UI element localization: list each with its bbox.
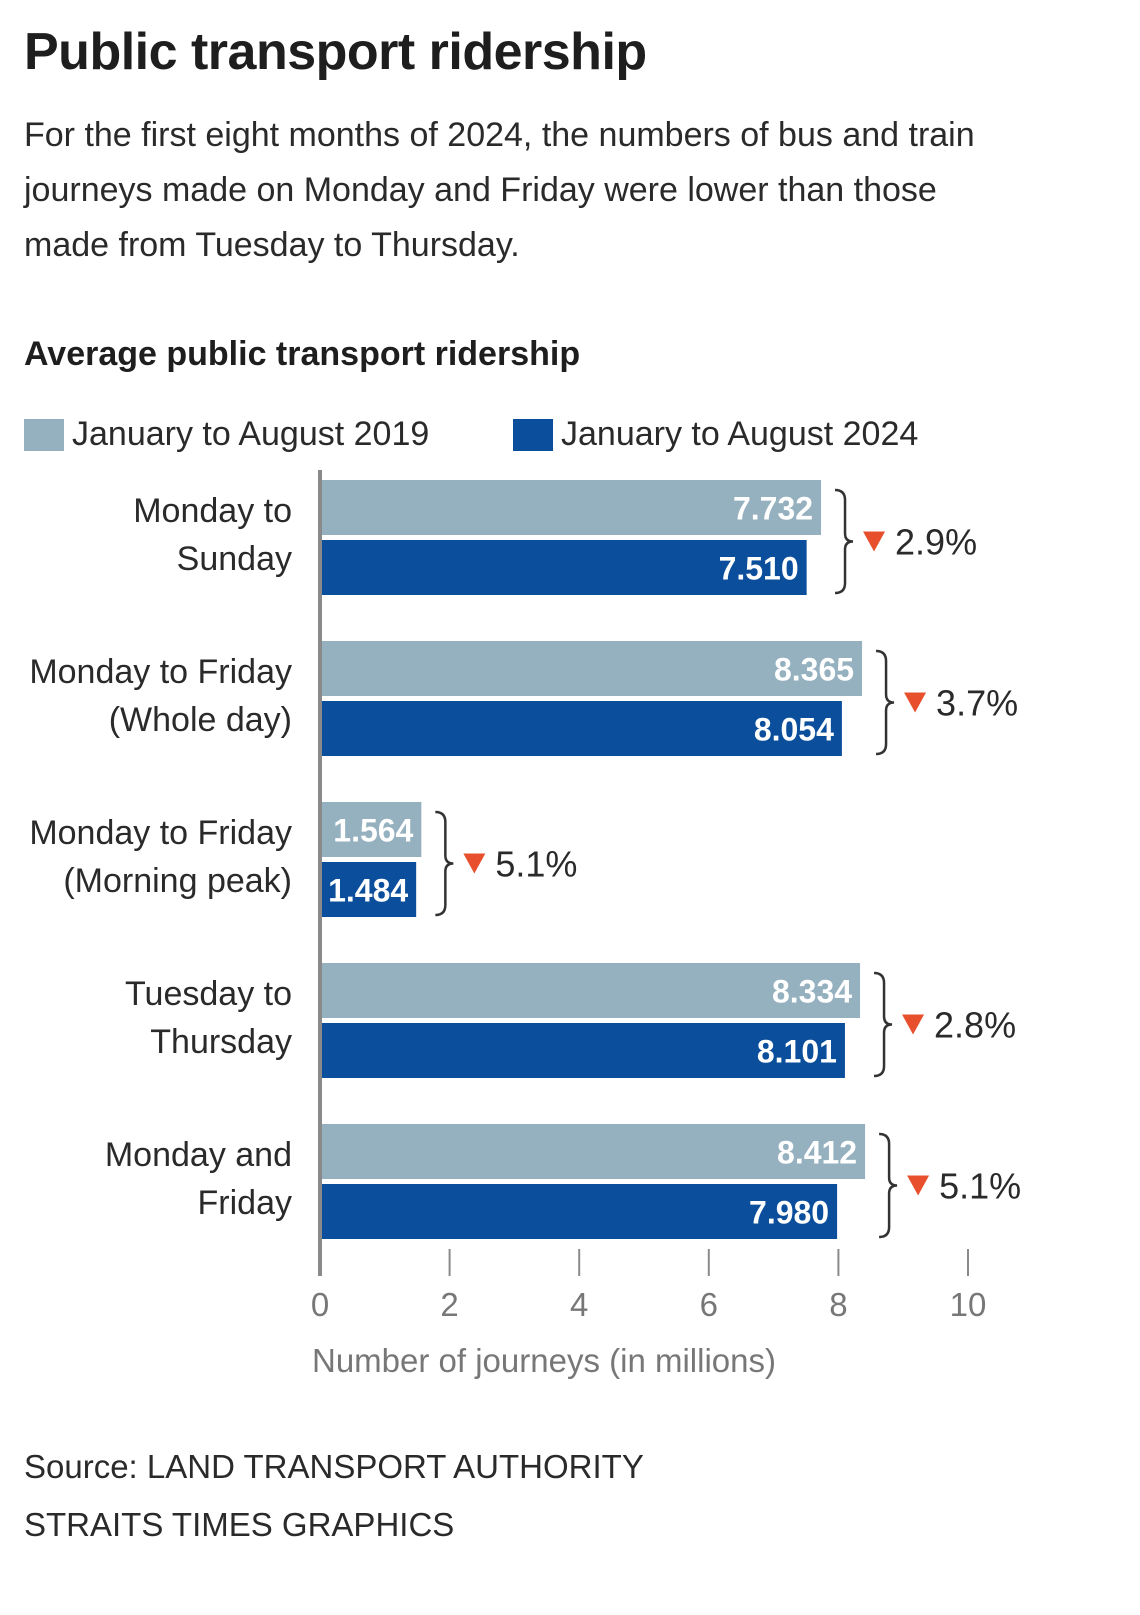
bar-2024 <box>320 862 417 917</box>
bar-2024 <box>320 540 807 595</box>
percent-change-label: 3.7% <box>936 683 1018 724</box>
subtitle: For the first eight months of 2024, the … <box>24 116 975 264</box>
category-label: Thursday <box>150 1023 292 1061</box>
category-label: Monday to Friday <box>29 814 292 852</box>
bar-2019 <box>320 480 822 535</box>
category-label: (Whole day) <box>109 701 292 739</box>
bar-value-label: 8.101 <box>757 1034 837 1070</box>
graphics-credit: STRAITS TIMES GRAPHICS <box>24 1506 455 1543</box>
legend-label-2019: January to August 2019 <box>72 415 430 453</box>
page-title: Public transport ridership <box>24 23 647 81</box>
bar-value-label: 1.484 <box>328 873 408 909</box>
bar-value-label: 1.564 <box>333 813 413 849</box>
down-triangle-icon <box>904 692 927 713</box>
x-tick-label: 2 <box>440 1286 458 1323</box>
bar-value-label: 7.980 <box>749 1195 829 1231</box>
category-label: Monday to <box>133 492 292 530</box>
category-label: (Morning peak) <box>63 862 292 900</box>
x-tick-label: 8 <box>829 1286 847 1323</box>
source-note: Source: LAND TRANSPORT AUTHORITY <box>24 1448 644 1485</box>
brace-icon <box>879 1132 898 1239</box>
chart-title: Average public transport ridership <box>24 335 581 373</box>
bar-2024 <box>320 701 842 756</box>
x-tick-label: 0 <box>311 1286 329 1323</box>
x-axis-title: Number of journeys (in millions) <box>312 1342 776 1379</box>
bar-2024 <box>320 1023 845 1078</box>
bar-value-label: 7.732 <box>733 491 813 527</box>
bar-value-label: 8.365 <box>774 652 854 688</box>
brace-icon <box>873 971 893 1078</box>
down-triangle-icon <box>863 531 886 552</box>
bar-value-label: 8.334 <box>772 974 852 1010</box>
percent-change-label: 5.1% <box>939 1166 1021 1207</box>
category-label: Monday and <box>105 1136 292 1174</box>
bar-value-label: 8.054 <box>754 712 834 748</box>
bar-2019 <box>320 802 422 857</box>
legend-item-2024: January to August 2024 <box>513 415 918 454</box>
brace-icon <box>834 488 854 595</box>
x-tick-label: 10 <box>950 1286 987 1323</box>
category-label: Friday <box>198 1184 292 1222</box>
down-triangle-icon <box>902 1014 925 1035</box>
legend-item-2019: January to August 2019 <box>24 415 429 454</box>
percent-change-label: 2.9% <box>895 522 977 563</box>
category-label: Sunday <box>177 540 292 578</box>
category-label: Tuesday to <box>125 975 292 1013</box>
bar-2019 <box>320 641 863 696</box>
bar-2019 <box>320 1124 866 1179</box>
bar-2024 <box>320 1184 838 1239</box>
percent-change-label: 5.1% <box>495 844 577 885</box>
bar-value-label: 7.510 <box>719 551 799 587</box>
x-tick-label: 6 <box>700 1286 718 1323</box>
legend: January to August 2019 January to August… <box>24 415 1124 455</box>
legend-swatch-2024 <box>513 418 553 451</box>
bar-chart: 7.732 7.510 Monday to Sunday 2.9% 8.365 8.054 M… <box>29 470 1021 1379</box>
percent-change-label: 2.8% <box>934 1005 1016 1046</box>
bar-2019 <box>320 963 861 1018</box>
legend-swatch-2019 <box>24 418 64 451</box>
brace-icon <box>435 810 454 917</box>
category-label: Monday to Friday <box>29 653 292 691</box>
x-tick-label: 4 <box>570 1286 588 1323</box>
down-triangle-icon <box>907 1175 930 1196</box>
brace-icon <box>875 649 895 756</box>
down-triangle-icon <box>463 853 486 874</box>
legend-label-2024: January to August 2024 <box>561 415 919 453</box>
bar-value-label: 8.412 <box>777 1135 857 1171</box>
